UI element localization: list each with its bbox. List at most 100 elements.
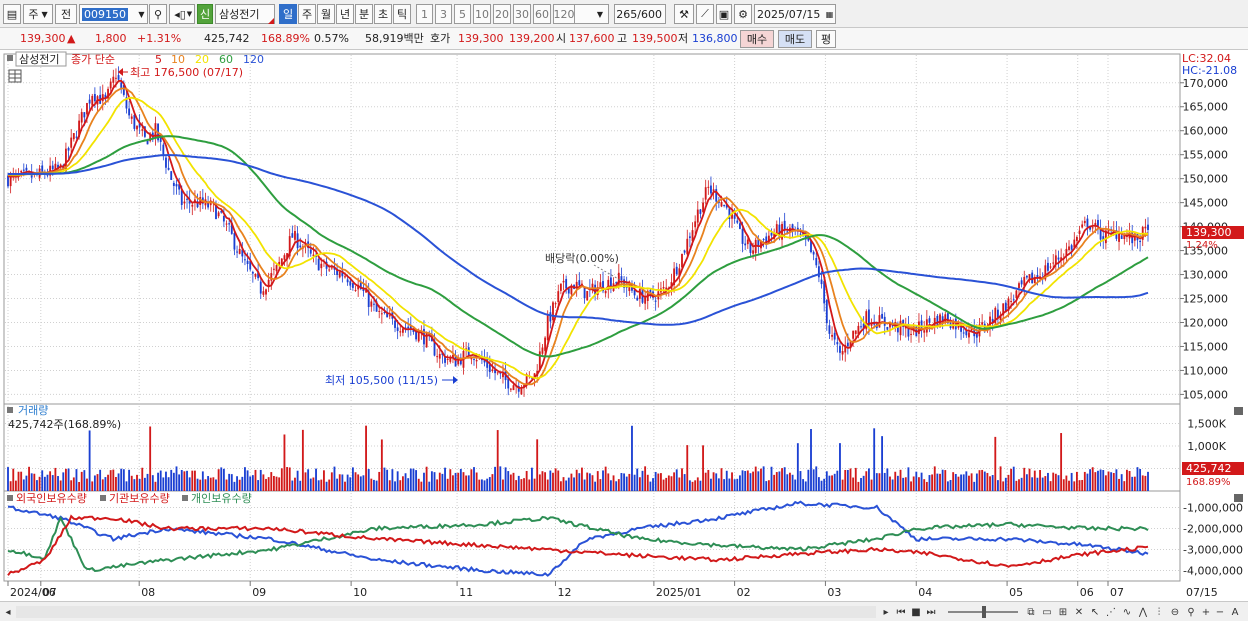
settings-gear-icon[interactable]: ⚙ xyxy=(734,4,752,24)
volume-bar xyxy=(960,474,962,491)
period-button-1[interactable]: 주 xyxy=(298,4,316,24)
holdings-tick-label: -2,000,000 xyxy=(1183,523,1243,536)
trend-icon[interactable]: ⋰ xyxy=(1106,606,1116,618)
volume-bar xyxy=(275,476,278,491)
candlesticks xyxy=(7,66,1149,398)
chart-tools-icon[interactable]: ⚒ xyxy=(674,4,694,24)
interval-button-60[interactable]: 60 xyxy=(533,4,551,24)
zoom-out-icon[interactable]: − xyxy=(1215,606,1225,618)
candle xyxy=(272,261,275,276)
period-button-2[interactable]: 월 xyxy=(317,4,335,24)
x-tick-label: 06 xyxy=(1080,586,1094,599)
link-icon[interactable]: ⊖ xyxy=(1170,606,1180,618)
volume-tick-label: 1,500K xyxy=(1187,418,1226,431)
arrow-tool-icon[interactable]: ↖ xyxy=(1090,606,1100,618)
price-tick-label: 170,000 xyxy=(1183,77,1229,90)
volume-bar xyxy=(1015,480,1018,491)
window-menu-icon[interactable]: ▤ xyxy=(3,4,21,24)
volume-bar xyxy=(473,467,475,491)
forward-icon[interactable]: ⏭ xyxy=(926,606,936,618)
date-field[interactable]: 2025/07/15 xyxy=(754,4,836,24)
credit-badge[interactable]: 신 xyxy=(197,4,213,24)
interval-button-120[interactable]: 120 xyxy=(553,4,575,24)
indicator-icon[interactable]: ⊞ xyxy=(1058,606,1068,618)
crosshair-icon[interactable]: ✕ xyxy=(1074,606,1084,618)
code-input[interactable]: 009150 xyxy=(79,4,145,24)
x-tick-label: 11 xyxy=(459,586,473,599)
candle xyxy=(375,298,378,312)
font-size-icon[interactable]: A xyxy=(1231,606,1239,618)
volume-bar xyxy=(846,469,849,491)
stop-icon[interactable]: ■ xyxy=(911,606,921,618)
speaker-dropdown-icon[interactable]: ▼ xyxy=(185,4,195,24)
volume-bar xyxy=(141,467,144,491)
period-button-6[interactable]: 틱 xyxy=(393,4,411,24)
volume-bar xyxy=(222,468,225,491)
volume-bar xyxy=(554,468,557,491)
volume-bar xyxy=(712,472,715,491)
volume-bar xyxy=(1099,469,1102,491)
volume-bar xyxy=(831,475,833,491)
save-icon[interactable]: ▣ xyxy=(716,4,732,24)
volume-close-icon[interactable] xyxy=(1234,407,1243,415)
volume-bar xyxy=(602,470,604,491)
volume-bar xyxy=(825,471,828,491)
prev-button[interactable]: 전 xyxy=(55,4,77,24)
interval-button-1[interactable]: 1 xyxy=(416,4,433,24)
layout-icon[interactable]: ⧉ xyxy=(1027,606,1035,618)
volume-bar xyxy=(373,479,375,491)
panel-menu-icon[interactable] xyxy=(7,55,13,61)
draw-tool-icon[interactable]: ⟋ xyxy=(696,4,714,24)
scroll-right-icon[interactable]: ▸ xyxy=(883,606,889,618)
rewind-icon[interactable]: ⏮ xyxy=(896,606,906,618)
interval-button-3[interactable]: 3 xyxy=(435,4,452,24)
volume-menu-icon[interactable] xyxy=(7,407,13,413)
holdings-close-icon[interactable] xyxy=(1234,494,1243,502)
chart-area[interactable]: 170,000 165,000 160,000 155,000 150,000 145,0… xyxy=(0,50,1248,603)
interval-select[interactable]: ▼ xyxy=(573,4,609,24)
eval-button[interactable]: 평 xyxy=(816,30,836,48)
period-button-0[interactable]: 일 xyxy=(279,4,297,24)
volume-bar xyxy=(512,472,515,491)
zoom-slider-thumb[interactable] xyxy=(982,606,986,618)
scroll-track[interactable] xyxy=(16,606,876,618)
volume-bar xyxy=(536,439,539,491)
compare-icon[interactable]: ▭ xyxy=(1042,606,1052,618)
interval-button-20[interactable]: 20 xyxy=(493,4,511,24)
stock-name-field[interactable]: 삼성전기 xyxy=(215,4,275,24)
period-button-5[interactable]: 초 xyxy=(374,4,392,24)
volume-bar xyxy=(794,479,797,491)
scroll-left-icon[interactable]: ◂ xyxy=(5,606,11,618)
search-icon[interactable]: ⚲ xyxy=(149,4,167,24)
magnify-icon[interactable]: ⚲ xyxy=(1187,606,1195,618)
chart-scrollbar[interactable]: ◂ ▸ ⏮ ■ ⏭ ⧉ ▭ ⊞ ✕ ↖ ⋰ ∿ ⋀ ⫶ ⊖ ⚲ + − A xyxy=(0,601,1248,621)
buy-button[interactable]: 매수 xyxy=(740,30,774,48)
candle xyxy=(159,135,162,151)
period-button-3[interactable]: 년 xyxy=(336,4,354,24)
count-field[interactable]: 265/600 xyxy=(614,4,666,24)
volume-bar xyxy=(99,469,102,491)
bars-icon[interactable]: ⫶ xyxy=(1157,606,1161,618)
volume-bar xyxy=(570,473,573,491)
volume-bar xyxy=(989,476,991,491)
volume-bar xyxy=(931,474,934,491)
candle xyxy=(494,362,496,381)
zoom-in-icon[interactable]: + xyxy=(1201,606,1211,618)
interval-button-30[interactable]: 30 xyxy=(513,4,531,24)
code-dropdown-icon[interactable]: ▼ xyxy=(136,4,148,24)
candle xyxy=(828,319,831,340)
volume-bar xyxy=(875,473,878,491)
volume-bar xyxy=(815,466,818,491)
wave-icon[interactable]: ∿ xyxy=(1122,606,1132,618)
interval-button-5[interactable]: 5 xyxy=(454,4,471,24)
calendar-icon[interactable]: ▦ xyxy=(824,4,836,24)
interval-button-10[interactable]: 10 xyxy=(473,4,491,24)
sell-button[interactable]: 매도 xyxy=(778,30,812,48)
period-button-4[interactable]: 분 xyxy=(355,4,373,24)
volume-bar xyxy=(1089,469,1091,491)
volume-bar xyxy=(646,474,649,491)
zigzag-icon[interactable]: ⋀ xyxy=(1138,606,1148,618)
price-chart-svg[interactable]: 170,000 165,000 160,000 155,000 150,000 145,0… xyxy=(0,50,1248,603)
market-select[interactable]: 주 ▼ xyxy=(23,4,53,24)
code-value: 009150 xyxy=(82,7,128,21)
